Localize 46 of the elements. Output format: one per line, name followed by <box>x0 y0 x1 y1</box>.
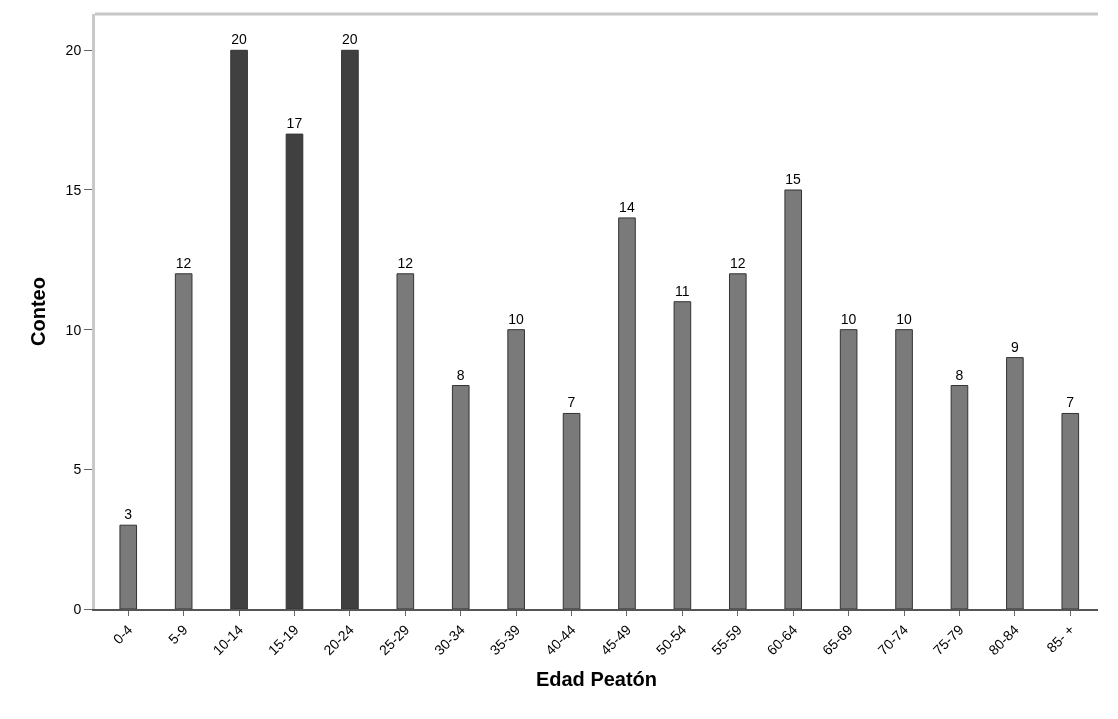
data-label: 11 <box>675 282 690 299</box>
data-label: 20 <box>231 31 247 48</box>
bar <box>507 329 525 609</box>
y-axis-title: Conteo <box>27 277 50 346</box>
bar <box>396 273 415 609</box>
x-tick-label: 0-4 <box>109 621 136 648</box>
data-label: 7 <box>1066 394 1075 411</box>
data-label: 20 <box>342 31 358 48</box>
data-label: 12 <box>175 254 192 271</box>
x-axis-title: Edad Peatón <box>535 668 658 691</box>
data-label: 17 <box>286 115 303 132</box>
data-label: 8 <box>456 366 465 383</box>
data-label: 14 <box>619 198 635 215</box>
bar <box>119 524 138 609</box>
data-label: 12 <box>397 254 414 271</box>
data-label: 9 <box>1010 338 1019 355</box>
y-tick-label: 10 <box>65 321 82 338</box>
data-label: 10 <box>508 310 525 327</box>
data-label: 3 <box>124 506 133 523</box>
x-tick-label: 85- + <box>1043 621 1078 656</box>
bar <box>618 217 636 609</box>
data-label: 10 <box>840 310 857 327</box>
data-label: 15 <box>785 170 802 187</box>
bar <box>451 385 470 609</box>
data-label: 8 <box>955 366 964 383</box>
bar <box>285 133 304 609</box>
x-tick-label: 5-9 <box>165 621 191 648</box>
bar <box>341 49 359 609</box>
y-tick-label: 5 <box>73 461 82 478</box>
y-tick-label: 15 <box>65 181 82 198</box>
data-label: 7 <box>567 394 576 411</box>
bar <box>562 412 581 609</box>
bar <box>174 273 193 609</box>
bar <box>673 301 692 609</box>
y-tick-label: 20 <box>65 42 82 59</box>
y-tick-label: 0 <box>73 600 82 617</box>
bar <box>1006 357 1024 609</box>
bar <box>839 329 858 609</box>
bar <box>895 329 913 609</box>
bar <box>784 189 803 609</box>
bar <box>950 385 969 609</box>
data-label: 10 <box>896 310 912 327</box>
bar <box>1061 412 1080 609</box>
data-label: 12 <box>729 254 746 271</box>
bar <box>230 49 248 609</box>
bar <box>728 273 747 609</box>
